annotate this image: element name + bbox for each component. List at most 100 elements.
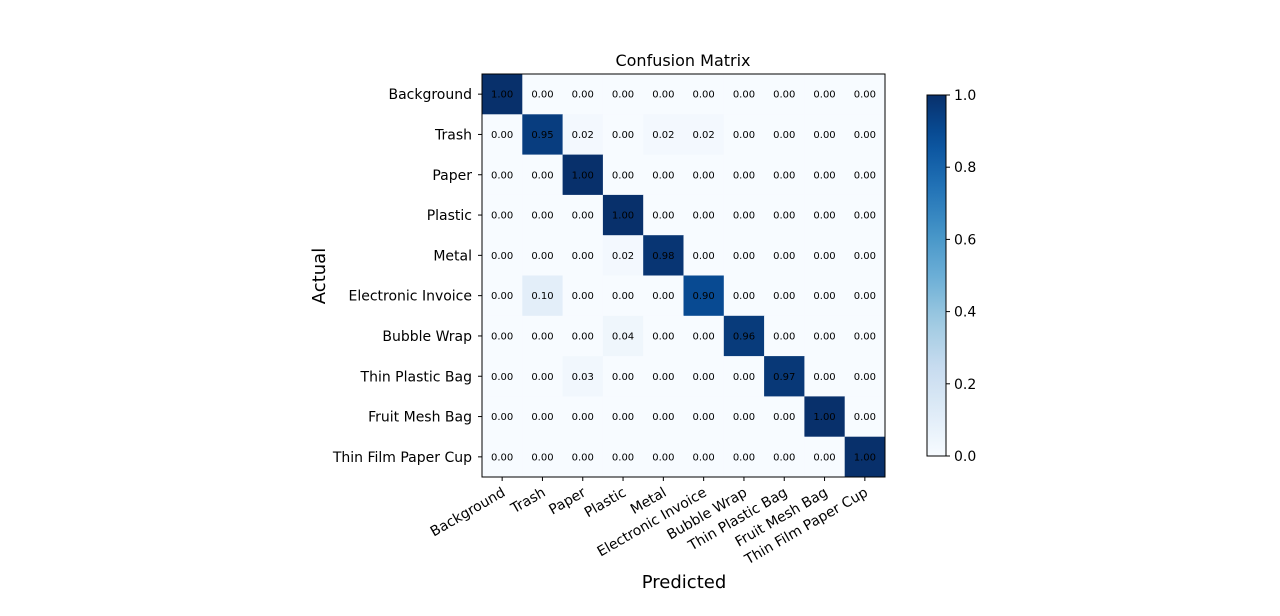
colorbar-tick-label: 0.2 <box>954 377 976 393</box>
y-tick-label: Fruit Mesh Bag <box>368 410 472 426</box>
cell-value-label: 1.00 <box>491 90 513 101</box>
cell-value-label: 0.00 <box>854 291 876 302</box>
heatmap-cell <box>723 74 765 115</box>
heatmap-cell <box>804 356 846 397</box>
cell-value-label: 0.00 <box>773 331 795 342</box>
cell-value-label: 0.00 <box>491 331 513 342</box>
cell-value-label: 0.00 <box>693 170 715 181</box>
y-tick-label: Paper <box>432 168 472 184</box>
heatmap-cell <box>844 315 886 357</box>
heatmap-cell <box>844 436 886 478</box>
cell-value-label: 0.00 <box>612 291 634 302</box>
heatmap-cell <box>562 396 604 438</box>
heatmap-cell <box>723 356 765 397</box>
y-tick-label: Plastic <box>427 208 472 224</box>
heatmap-cell <box>562 194 604 236</box>
cell-value-label: 0.10 <box>531 291 553 302</box>
heatmap-cell <box>683 436 725 478</box>
heatmap-cell <box>482 114 523 155</box>
cell-value-label: 0.00 <box>733 412 755 423</box>
cell-value-label: 0.00 <box>652 331 674 342</box>
heatmap-cell <box>683 275 725 317</box>
cell-value-label: 0.00 <box>733 170 755 181</box>
cell-value-label: 0.00 <box>652 452 674 463</box>
cell-value-label: 0.00 <box>733 130 755 141</box>
y-axis-label: Actual <box>309 248 330 304</box>
heatmap-cell <box>602 74 644 115</box>
heatmap-cell <box>482 436 523 478</box>
cell-value-label: 0.00 <box>813 372 835 383</box>
heatmap-cell <box>844 275 886 317</box>
heatmap-cell <box>844 235 886 276</box>
heatmap-cell <box>764 154 805 196</box>
heatmap-cell <box>643 154 684 196</box>
cell-value-label: 0.00 <box>693 211 715 222</box>
heatmap-cell <box>643 356 684 397</box>
heatmap-cell <box>522 396 563 438</box>
cell-value-label: 0.03 <box>572 372 594 383</box>
cell-value-label: 0.00 <box>693 452 715 463</box>
x-axis-ticks: Background TrashPaperPlasticMetalElectron… <box>428 477 871 569</box>
cell-value-label: 0.00 <box>491 412 513 423</box>
cell-value-label: 0.00 <box>612 372 634 383</box>
heatmap-cell <box>723 315 765 357</box>
heatmap-cell <box>643 74 684 115</box>
heatmap-cell <box>562 436 604 478</box>
heatmap-cell <box>522 74 563 115</box>
heatmap-cell <box>723 275 765 317</box>
colorbar-tick-label: 0.4 <box>954 305 976 321</box>
heatmap-cell <box>482 315 523 357</box>
heatmap-cell <box>522 114 563 155</box>
cell-value-label: 0.00 <box>652 211 674 222</box>
heatmap-cell <box>804 154 846 196</box>
cell-value-label: 1.00 <box>854 452 876 463</box>
heatmap-cell <box>683 356 725 397</box>
cell-value-label: 0.96 <box>733 331 755 342</box>
cell-value-label: 0.98 <box>652 251 674 262</box>
heatmap-cell <box>683 396 725 438</box>
heatmap-cell <box>844 356 886 397</box>
heatmap-cell <box>562 235 604 276</box>
cell-value-label: 0.00 <box>733 90 755 101</box>
cell-value-label: 0.00 <box>854 130 876 141</box>
heatmap-cell <box>602 356 644 397</box>
heatmap-cell <box>683 74 725 115</box>
heatmap-cell <box>643 194 684 236</box>
heatmap-cell <box>844 396 886 438</box>
chart-title: Confusion Matrix <box>615 51 750 70</box>
cell-value-label: 0.00 <box>693 412 715 423</box>
heatmap-cell <box>844 74 886 115</box>
cell-value-label: 0.00 <box>733 372 755 383</box>
cell-value-label: 0.00 <box>693 372 715 383</box>
y-tick-label: Metal <box>433 248 472 264</box>
heatmap-cell <box>643 315 684 357</box>
cell-value-label: 0.00 <box>773 412 795 423</box>
heatmap-cell <box>562 114 604 155</box>
heatmap-cell <box>723 436 765 478</box>
heatmap-cell <box>482 275 523 317</box>
cell-value-label: 0.00 <box>854 331 876 342</box>
cell-value-label: 0.00 <box>854 412 876 423</box>
heatmap-cell <box>482 396 523 438</box>
heatmap-cell <box>482 194 523 236</box>
heatmap-cell <box>683 235 725 276</box>
cell-value-label: 0.00 <box>531 331 553 342</box>
heatmap-cell <box>522 235 563 276</box>
cell-value-label: 0.00 <box>491 130 513 141</box>
cell-value-label: 0.00 <box>572 251 594 262</box>
cell-value-label: 0.00 <box>612 90 634 101</box>
y-tick-label: Thin Film Paper Cup <box>332 450 472 466</box>
cell-value-label: 0.00 <box>491 211 513 222</box>
cell-value-label: 0.00 <box>813 130 835 141</box>
cell-value-label: 0.00 <box>773 211 795 222</box>
cell-value-label: 0.00 <box>531 170 553 181</box>
heatmap-cell <box>562 356 604 397</box>
colorbar-tick-label: 1.0 <box>954 88 976 104</box>
y-tick-label: Background <box>388 87 472 103</box>
y-tick-label: Trash <box>434 127 472 143</box>
heatmap-cell <box>804 235 846 276</box>
colorbar-tick-label: 0.8 <box>954 160 976 176</box>
heatmap-cell <box>844 114 886 155</box>
cell-value-label: 0.00 <box>693 331 715 342</box>
colorbar-ticks: 0.0 0.2 0.4 0.6 0.8 1.0 <box>946 88 976 465</box>
